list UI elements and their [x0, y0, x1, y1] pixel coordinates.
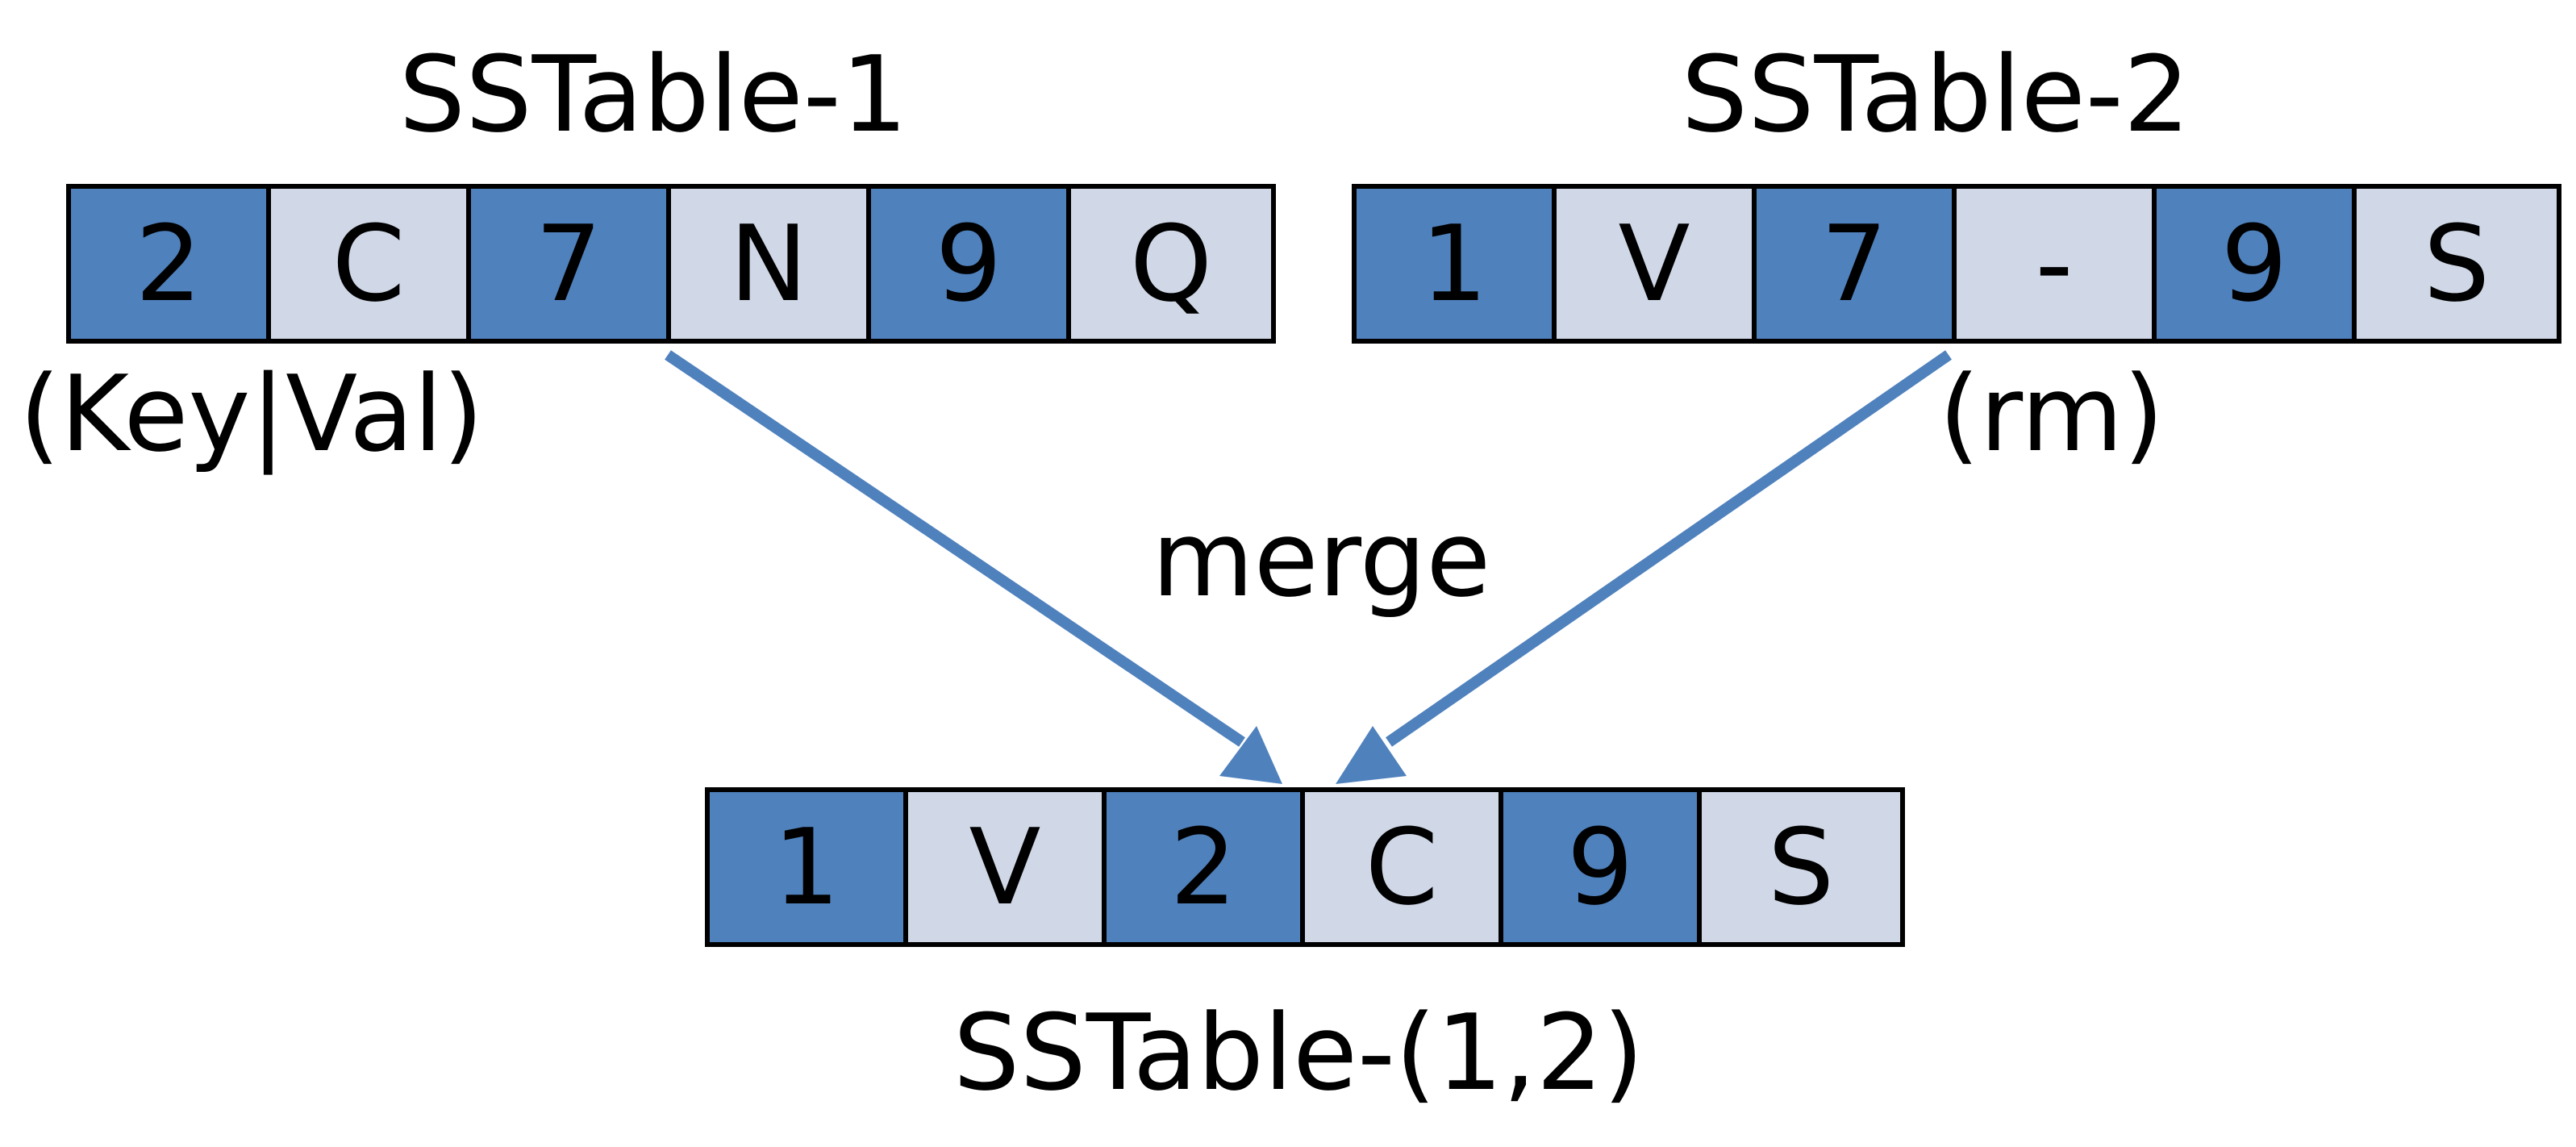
sstable-merged-key-cell: 9: [1503, 792, 1703, 942]
sstable-2-key-cell: 7: [1757, 189, 1957, 339]
sstable-merged-value-cell: V: [908, 792, 1107, 942]
sstable-1-key-cell: 7: [471, 189, 671, 339]
sstable-2-key-cell: 1: [1357, 189, 1557, 339]
sstable-merged-value-cell: C: [1305, 792, 1504, 942]
arrow-head-from-sstable-1: [1219, 726, 1282, 784]
sstable-2-key-cell: 9: [2157, 189, 2357, 339]
sstable-merged-value-cell: S: [1702, 792, 1901, 942]
key-val-legend: (Key|Val): [19, 352, 484, 475]
sstable-merged-key-cell: 2: [1107, 792, 1306, 942]
sstable-2-value-cell: -: [1957, 189, 2157, 339]
sstable-1-value-cell: N: [671, 189, 871, 339]
sstable-2: 1 V 7 - 9 S: [1352, 184, 2561, 344]
arrow-head-from-sstable-2: [1336, 726, 1407, 784]
rm-tombstone-note: (rm): [1939, 352, 2165, 475]
merge-label: merge: [1152, 498, 1491, 620]
arrow-from-sstable-1: [665, 350, 1245, 747]
sstable-1-value-cell: Q: [1071, 189, 1271, 339]
sstable-1: 2 C 7 N 9 Q: [66, 184, 1276, 344]
sstable-1-value-cell: C: [271, 189, 471, 339]
sstable-merged: 1 V 2 C 9 S: [705, 787, 1905, 947]
sstable-merged-key-cell: 1: [710, 792, 909, 942]
sstable-merged-title: SSTable-(1,2): [952, 991, 1644, 1114]
sstable-2-value-cell: V: [1557, 189, 1757, 339]
sstable-2-value-cell: S: [2357, 189, 2557, 339]
sstable-1-key-cell: 9: [871, 189, 1071, 339]
sstable-1-title: SSTable-1: [398, 33, 908, 156]
arrow-from-sstable-2: [1386, 350, 1952, 747]
sstable-1-key-cell: 2: [71, 189, 271, 339]
sstable-2-title: SSTable-2: [1681, 33, 2190, 156]
